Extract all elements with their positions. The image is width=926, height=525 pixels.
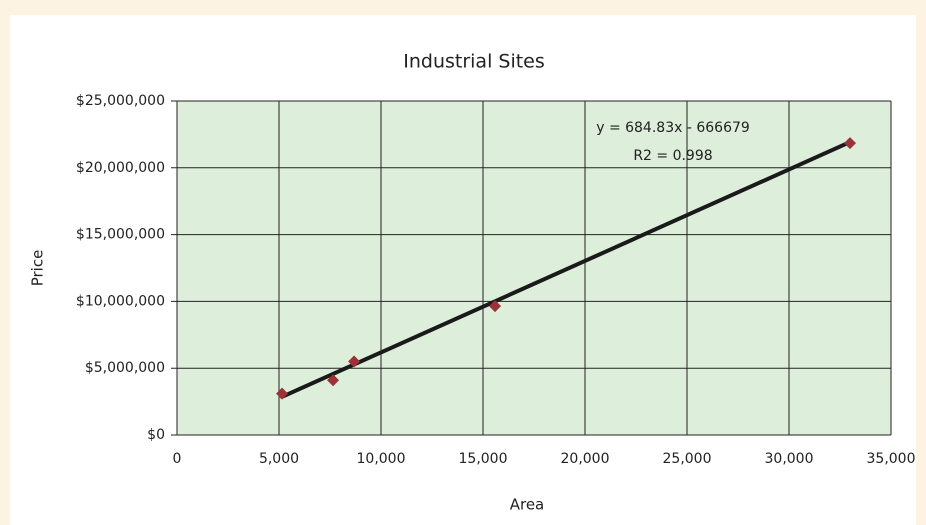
- trendline-equation: y = 684.83x - 666679: [596, 120, 750, 136]
- y-tick-label: $15,000,000: [76, 227, 165, 243]
- data-point: [276, 387, 289, 400]
- x-tick-label: 20,000: [561, 451, 610, 467]
- data-point: [843, 137, 856, 150]
- data-point: [489, 300, 502, 313]
- data-point: [348, 355, 361, 368]
- x-axis-label: Area: [510, 496, 545, 514]
- trendline: [280, 140, 852, 399]
- plot-area: [177, 101, 891, 435]
- chart-title: Industrial Sites: [403, 51, 545, 73]
- y-tick-label: $10,000,000: [76, 293, 165, 309]
- y-tick-label: $0: [147, 427, 165, 443]
- data-point: [327, 374, 340, 387]
- x-tick-label: 0: [173, 451, 182, 467]
- x-tick-label: 30,000: [765, 451, 814, 467]
- x-tick-label: 5,000: [259, 451, 299, 467]
- y-axis-label: Price: [29, 250, 47, 287]
- y-tick-label: $20,000,000: [76, 160, 165, 176]
- y-tick-label: $25,000,000: [76, 93, 165, 109]
- y-tick-label: $5,000,000: [85, 360, 165, 376]
- x-tick-label: 35,000: [867, 451, 916, 467]
- x-tick-label: 15,000: [459, 451, 508, 467]
- x-tick-label: 10,000: [357, 451, 406, 467]
- trendline-r2: R2 = 0.998: [633, 148, 712, 164]
- x-tick-label: 25,000: [663, 451, 712, 467]
